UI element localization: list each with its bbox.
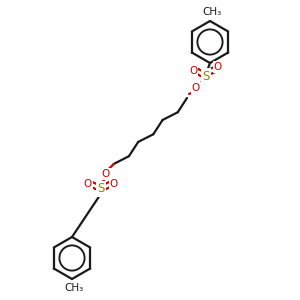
Text: CH₃: CH₃ xyxy=(64,283,84,293)
Text: O: O xyxy=(189,66,197,76)
Text: O: O xyxy=(192,83,200,93)
Text: O: O xyxy=(214,62,222,72)
Text: S: S xyxy=(97,182,104,195)
Text: O: O xyxy=(110,179,118,189)
Text: S: S xyxy=(202,70,210,83)
Text: O: O xyxy=(84,179,92,189)
Text: CH₃: CH₃ xyxy=(202,7,222,17)
Text: O: O xyxy=(102,169,110,179)
